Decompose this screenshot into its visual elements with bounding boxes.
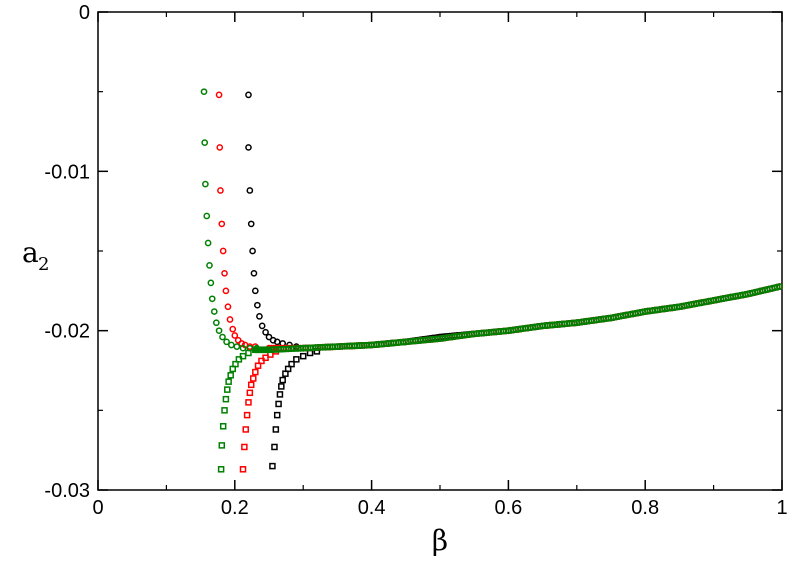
data-point [250,375,257,382]
data-point [229,325,237,333]
x-tick-label: 0.2 [221,497,249,519]
svg-text:2: 2 [38,254,49,275]
data-point [249,247,256,255]
data-point [269,462,276,470]
data-point [202,180,209,188]
data-point [218,220,226,228]
data-point [293,356,300,363]
data-point [242,426,249,433]
data-point [223,338,230,346]
data-point [256,312,263,320]
x-tick-label: 0.8 [631,497,659,519]
plot-frame [97,11,783,491]
y-tick-label: -0.03 [44,480,90,502]
data-point [231,332,239,339]
data-point [203,212,211,220]
data-point [272,426,280,433]
data-point [233,343,241,350]
data-point [201,139,209,147]
data-point [224,303,232,311]
data-point [212,319,220,327]
y-tick-label: -0.01 [44,161,90,183]
data-point [216,144,224,151]
axis-ticks [97,11,783,491]
data-point [246,389,254,397]
data-point [276,391,284,398]
data-point [222,287,230,295]
tick-labels: 0 0.2 0.4 0.6 0.8 1 -0.03 -0.02 -0.01 0 [44,2,787,519]
data-point [215,327,223,335]
data-point [776,283,783,291]
data-point [243,411,251,419]
data-point [246,187,254,194]
data-point [239,466,247,473]
data-point [245,399,252,406]
data-point [250,269,258,277]
svg-text:a: a [22,236,39,269]
data-point [221,407,228,414]
data-point [221,269,228,277]
data-point [299,352,307,360]
x-tick-label: 0.6 [494,497,522,519]
data-point [232,360,239,368]
data-point [284,365,292,373]
data-point [241,443,248,451]
data-point [222,395,230,403]
data-point [225,378,232,385]
data-point [278,383,285,390]
y-axis-label: a 2 [22,236,49,275]
data-point [227,372,234,379]
data-point [226,316,234,323]
data-point [254,301,261,309]
x-tick-label: 1 [776,497,787,519]
data-point [258,322,266,330]
data-point [279,376,286,384]
data-point [219,423,227,430]
data-point [275,400,282,408]
data-point [273,411,281,419]
data-point [210,308,218,315]
data-point [247,381,255,389]
data-point [245,91,252,99]
data-point [239,352,247,360]
data-point [262,328,269,336]
data-point [218,442,226,449]
data-point [219,247,227,255]
data-point [265,333,273,341]
x-tick-label: 0.4 [358,497,386,519]
data-point [254,362,262,369]
y-tick-label: 0 [79,2,90,24]
data-point [217,466,225,473]
x-axis-label: β [432,524,448,557]
data-point [245,349,252,357]
data-point [219,333,226,341]
data-point [252,368,259,376]
data-point [207,279,215,287]
data-point [245,144,252,151]
data-point [224,386,231,393]
data-point [247,220,255,228]
data-point [239,344,247,352]
data-point [200,88,208,96]
data-point [206,261,213,269]
data-point [288,360,295,368]
data-point [215,91,223,99]
data-point [271,443,278,451]
x-tick-label: 0 [92,497,103,519]
data-point [228,341,235,349]
data-point [204,239,212,247]
y-tick-label: -0.02 [44,321,90,343]
data-points [200,88,783,473]
data-point [208,295,216,303]
data-point [251,287,259,295]
data-point [217,187,224,194]
